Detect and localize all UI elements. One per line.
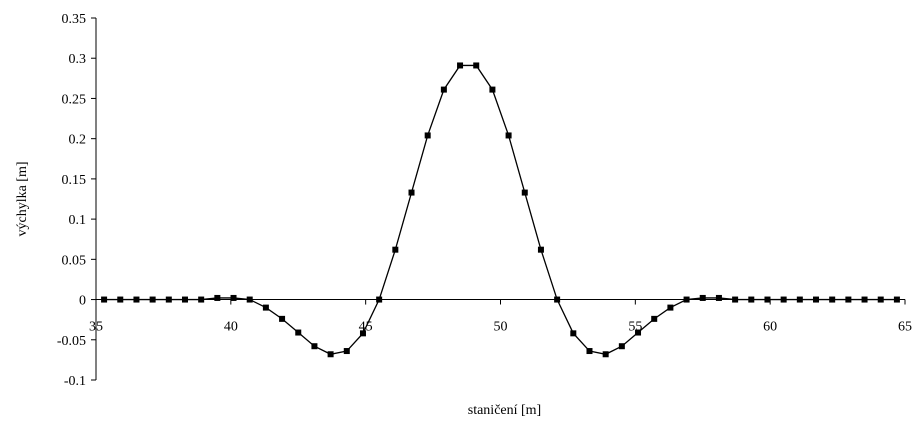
- y-tick-label: -0.05: [57, 334, 86, 349]
- x-tick-label: 50: [494, 320, 508, 335]
- data-point: [893, 296, 900, 303]
- data-point: [262, 304, 269, 311]
- data-point: [861, 296, 868, 303]
- x-tick-label: 55: [628, 320, 642, 335]
- data-point: [198, 296, 205, 303]
- data-point: [699, 294, 706, 301]
- data-point: [586, 348, 593, 355]
- data-point: [101, 296, 108, 303]
- series: [101, 62, 900, 358]
- y-tick-label: 0.15: [62, 173, 87, 188]
- data-point: [667, 304, 674, 311]
- y-tick-label: 0.1: [69, 213, 87, 228]
- data-point: [359, 330, 366, 337]
- data-point: [683, 296, 690, 303]
- data-point: [570, 330, 577, 337]
- data-point: [376, 296, 383, 303]
- y-tick-label: 0.25: [62, 92, 87, 107]
- data-point: [780, 296, 787, 303]
- data-point: [618, 343, 625, 350]
- data-point: [764, 296, 771, 303]
- data-point: [279, 315, 286, 322]
- data-point: [392, 246, 399, 253]
- data-point: [327, 351, 334, 358]
- data-point: [489, 86, 496, 93]
- series-line: [104, 64, 897, 355]
- data-point: [715, 294, 722, 301]
- data-point: [295, 329, 302, 336]
- data-point: [149, 296, 156, 303]
- data-point: [521, 189, 528, 196]
- data-point: [133, 296, 140, 303]
- data-point: [635, 329, 642, 336]
- data-point: [473, 62, 480, 69]
- y-axis-title: výchylka [m]: [15, 161, 30, 236]
- data-point: [732, 296, 739, 303]
- y-tick-label: 0.05: [62, 253, 87, 268]
- data-point: [651, 315, 658, 322]
- x-tick-label: 60: [763, 320, 777, 335]
- data-point: [537, 246, 544, 253]
- x-tick-label: 45: [359, 320, 373, 335]
- data-point: [845, 296, 852, 303]
- data-point: [311, 343, 318, 350]
- data-point: [343, 348, 350, 355]
- data-point: [877, 296, 884, 303]
- data-point: [214, 294, 221, 301]
- data-point: [602, 351, 609, 358]
- y-tick-label: 0: [79, 294, 86, 309]
- data-point: [813, 296, 820, 303]
- data-point: [440, 86, 447, 93]
- x-axis-title: staničení [m]: [468, 403, 541, 418]
- data-point: [230, 294, 237, 301]
- y-tick-label: 0.35: [62, 12, 87, 27]
- y-tick-label: 0.3: [69, 52, 87, 67]
- x-tick-label: 65: [898, 320, 912, 335]
- data-point: [748, 296, 755, 303]
- data-point: [165, 296, 172, 303]
- data-point: [457, 62, 464, 69]
- data-point: [181, 296, 188, 303]
- data-point: [554, 296, 561, 303]
- data-point: [117, 296, 124, 303]
- data-point: [505, 132, 512, 139]
- labels: staničení [m] výchylka [m] -0.1 -0.05 0 0.0…: [15, 12, 912, 418]
- data-point: [424, 132, 431, 139]
- y-tick-label: -0.1: [64, 374, 86, 389]
- y-tick-label: 0.2: [69, 133, 87, 148]
- data-point: [246, 296, 253, 303]
- data-point: [829, 296, 836, 303]
- x-tick-label: 35: [89, 320, 103, 335]
- data-point: [408, 189, 415, 196]
- x-tick-label: 40: [224, 320, 238, 335]
- data-point: [796, 296, 803, 303]
